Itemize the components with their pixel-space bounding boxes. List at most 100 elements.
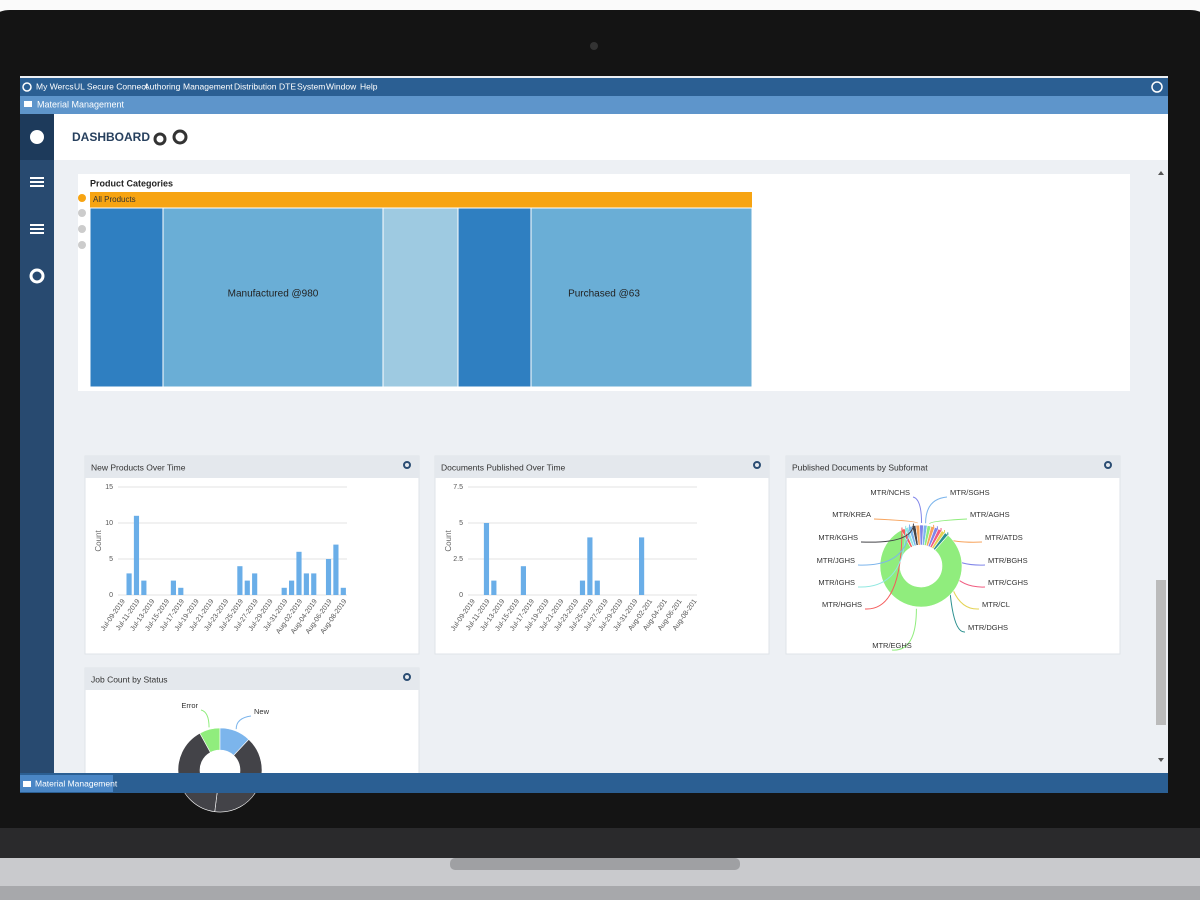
bar: [126, 573, 132, 595]
root-label: All Products: [93, 195, 136, 204]
y-tick-label: 0: [109, 592, 113, 599]
widget-header: [85, 456, 419, 478]
treemap-cell[interactable]: [457, 207, 532, 388]
bar: [483, 523, 490, 595]
widget-title: Documents Published Over Time: [441, 462, 566, 472]
donut-slice: [879, 529, 963, 608]
slice-label: MTR/BGHS: [988, 556, 1028, 565]
slice-label: MTR/HGHS: [822, 600, 862, 609]
widget-panel: [84, 455, 420, 655]
level-dot[interactable]: [78, 194, 86, 202]
widget-header: [435, 456, 769, 478]
bar: [237, 566, 243, 595]
treemap-cell[interactable]: [162, 207, 384, 388]
treemap-label: Purchased @63: [568, 289, 640, 300]
menu-item[interactable]: DTE: [279, 81, 296, 91]
menu-item[interactable]: Window: [326, 81, 357, 91]
bar: [252, 573, 258, 595]
menu-bar: [20, 78, 1168, 96]
slice-label: MTR/KREA: [832, 510, 871, 519]
level-dot[interactable]: [78, 241, 86, 249]
leader-line: [860, 523, 914, 543]
bar: [170, 580, 176, 595]
widget-settings[interactable]: [753, 461, 761, 469]
y-tick-label: 5: [109, 556, 113, 563]
panel-title: Product Categories: [90, 178, 173, 188]
bar: [639, 537, 645, 595]
treemap-cell[interactable]: [89, 207, 164, 388]
y-axis-label: Count: [444, 530, 453, 552]
tab-label[interactable]: Material Management: [37, 99, 125, 109]
page-title: DASHBOARD: [72, 130, 150, 144]
notch: [450, 858, 740, 870]
list-icon[interactable]: [30, 177, 44, 187]
slice-label: MTR/AGHS: [970, 510, 1010, 519]
camera: [590, 42, 598, 50]
widget-settings[interactable]: [403, 673, 411, 681]
base-edge: [0, 886, 1200, 900]
root-bar[interactable]: [90, 192, 752, 208]
leader-line: [864, 527, 903, 610]
bar: [289, 580, 295, 595]
widget-title: Job Count by Status: [91, 674, 168, 684]
widget-header: [85, 668, 419, 690]
scroll-thumb[interactable]: [1156, 580, 1166, 725]
bar: [133, 515, 140, 595]
power-icon[interactable]: [1151, 81, 1163, 93]
bar: [281, 587, 287, 595]
widget-settings[interactable]: [403, 461, 411, 469]
slice-label: MTR/SGHS: [950, 488, 990, 497]
slice-label: MTR/EGHS: [872, 641, 912, 650]
slice-label: Error: [181, 701, 198, 710]
widget-header: [786, 456, 1120, 478]
slice-label: New: [254, 707, 270, 716]
widget-settings[interactable]: [1104, 461, 1112, 469]
slice-label: MTR/CL: [982, 600, 1010, 609]
header: [54, 114, 1168, 160]
leader-line: [857, 524, 911, 566]
bar: [303, 573, 309, 595]
level-dot[interactable]: [78, 225, 86, 233]
bar: [333, 544, 339, 595]
leader-line: [235, 715, 252, 730]
y-tick-label: 10: [105, 520, 113, 527]
menu-item[interactable]: Management: [183, 81, 233, 91]
taskbar-label[interactable]: Material Management: [35, 778, 118, 788]
level-dot[interactable]: [78, 209, 86, 217]
taskbar-item[interactable]: [20, 775, 113, 792]
widget-title: Published Documents by Subformat: [792, 462, 928, 472]
menu-item[interactable]: My Wercs: [36, 81, 74, 91]
bar: [520, 566, 526, 595]
slice-label: MTR/DGHS: [968, 623, 1008, 632]
menu-item[interactable]: Distribution: [234, 81, 277, 91]
list-icon-2[interactable]: [30, 224, 44, 234]
bar: [579, 580, 586, 595]
slice-label: MTR/CGHS: [988, 578, 1028, 587]
bar: [340, 587, 346, 595]
menu-item[interactable]: System: [297, 81, 325, 91]
gear-icon-2[interactable]: [172, 129, 188, 145]
treemap-cell[interactable]: [382, 207, 459, 388]
menu-item[interactable]: Help: [360, 81, 378, 91]
bar: [311, 573, 317, 595]
treemap-cell[interactable]: [530, 207, 753, 388]
slice-label: MTR/IGHS: [818, 578, 855, 587]
menu-item[interactable]: UL Secure Connect: [74, 81, 149, 91]
dashboard-icon[interactable]: [30, 130, 44, 144]
leader-line: [200, 709, 210, 728]
gear-icon[interactable]: [153, 132, 167, 146]
widget-title: New Products Over Time: [91, 462, 186, 472]
bar: [296, 551, 302, 595]
leader-line: [857, 525, 907, 588]
treemap: [89, 207, 753, 388]
dashboard-widgets: New Products Over Time051015CountJul-09-…: [84, 455, 1121, 813]
leader-line: [925, 496, 948, 524]
donut-slice: [214, 738, 263, 813]
settings-icon[interactable]: [29, 268, 45, 284]
bar: [594, 580, 600, 595]
leader-line: [929, 518, 968, 525]
slice-label: MTR/NCHS: [870, 488, 910, 497]
menu-item[interactable]: Authoring: [144, 81, 181, 91]
